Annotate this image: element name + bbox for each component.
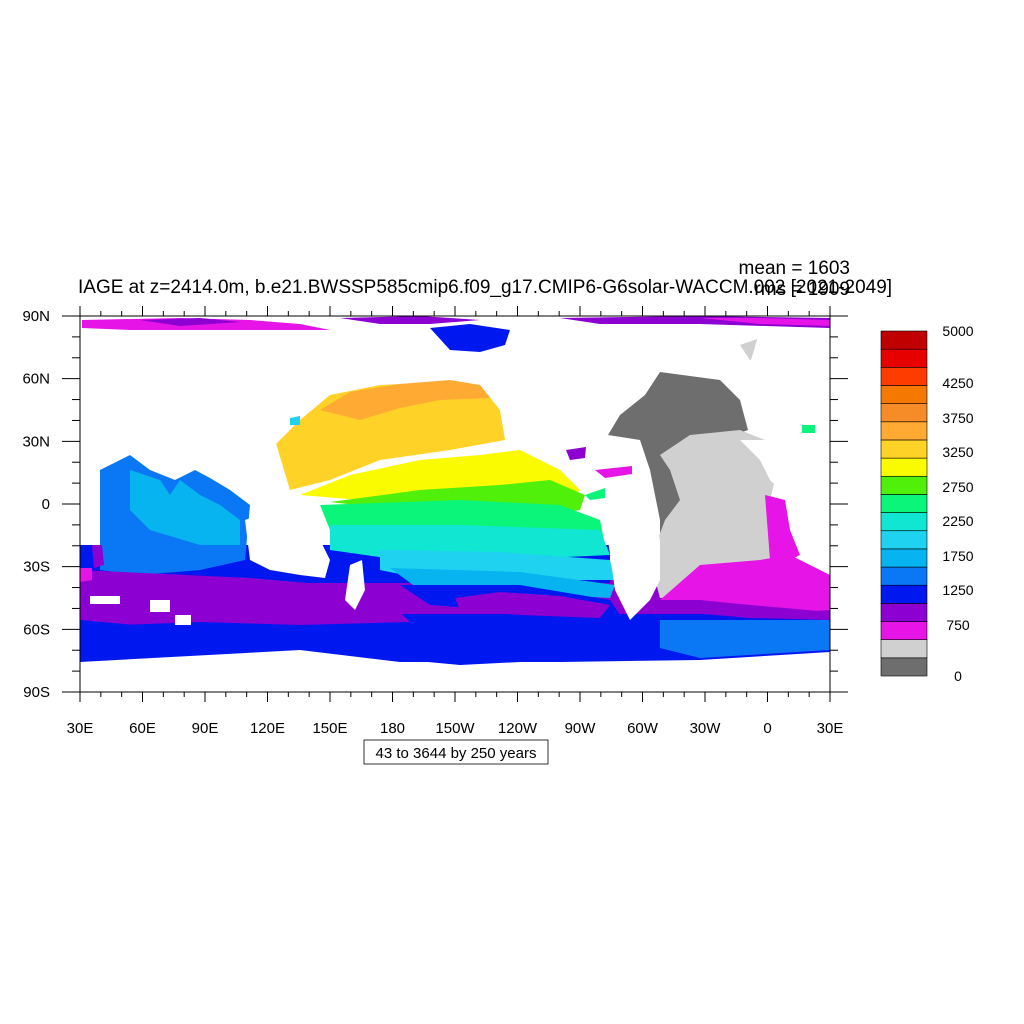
colorbar-label: 4250 <box>942 375 973 391</box>
colorbar-box <box>880 657 928 677</box>
contour-info-box <box>363 739 549 765</box>
plot-title: IAGE at z=2414.0m, b.e21.BWSSP585cmip6.f… <box>78 277 892 298</box>
colorbar-box <box>880 512 928 532</box>
colorbar-box <box>880 421 928 441</box>
island-purple-2 <box>80 568 92 582</box>
colorbar-label: 5000 <box>942 323 973 339</box>
atlantic-250 <box>650 430 780 598</box>
colorbar-label: 2250 <box>942 513 973 529</box>
land-australia <box>245 510 330 578</box>
y-tick-label: 60N <box>22 371 50 388</box>
colorbar-box <box>880 639 928 659</box>
atlantic-1250-south <box>660 620 830 658</box>
colorbar-label: 3250 <box>942 444 973 460</box>
x-tick-label: 150E <box>312 720 347 737</box>
colorbar-box <box>880 330 928 350</box>
colorbar-box <box>880 348 928 368</box>
island-cyan <box>290 416 300 425</box>
colorbar-box <box>880 457 928 477</box>
colorbar-label: 0 <box>954 668 962 684</box>
colorbar-label: 750 <box>946 617 970 633</box>
colorbar-label: 1250 <box>942 582 973 598</box>
y-tick-label: 60S <box>23 621 50 638</box>
x-tick-label: 180 <box>380 720 405 737</box>
stats-rms: rms = 1909 <box>754 279 850 300</box>
indian-ocean-1750 <box>130 470 240 545</box>
colorbar-box <box>880 385 928 404</box>
axis-ticks <box>62 306 848 702</box>
atlantic-750-south <box>650 600 830 620</box>
y-tick-label: 90N <box>22 308 50 325</box>
x-tick-label: 30E <box>67 720 94 737</box>
land-antarctic-patch-1 <box>90 596 120 604</box>
land-antarctica <box>80 650 830 692</box>
arctic-1250 <box>430 324 510 352</box>
arctic-750-b <box>340 316 480 324</box>
land-europe <box>745 330 830 440</box>
colorbar-box <box>880 475 928 495</box>
arctic-500-b <box>700 318 830 326</box>
x-tick-label: 150W <box>435 720 475 737</box>
stats-mean: mean = 1603 <box>739 258 850 279</box>
arctic-750 <box>140 318 240 326</box>
land-antarctic-patch-2 <box>150 600 170 612</box>
colorbar-box <box>880 367 928 386</box>
pacific-3750 <box>320 380 490 420</box>
colorbar-box <box>880 566 928 586</box>
atlantic-500-east <box>765 495 800 560</box>
colorbar-box <box>880 530 928 550</box>
land-new-zealand <box>345 560 365 610</box>
x-tick-label: 120W <box>498 720 538 737</box>
island-purple-3 <box>566 447 586 460</box>
colorbar-box <box>880 548 928 568</box>
map-field <box>80 316 830 692</box>
x-tick-label: 90E <box>192 720 219 737</box>
land-africa-west <box>740 440 830 560</box>
x-tick-label: 0 <box>763 720 771 737</box>
colorbar-box <box>880 584 928 604</box>
atlantic-500 <box>660 555 830 612</box>
y-tick-label: 0 <box>42 496 50 513</box>
y-tick-labels: 90N 60N 30N 0 30S 60S 90S <box>22 308 50 701</box>
colorbar-box <box>880 403 928 423</box>
x-tick-label: 60W <box>627 720 659 737</box>
island-green-2 <box>802 425 815 433</box>
colorbar-label: 2750 <box>942 479 973 495</box>
x-tick-label: 90W <box>565 720 597 737</box>
land-north-america <box>500 330 650 465</box>
colorbar-box <box>880 494 928 513</box>
colorbar-label: 3750 <box>942 410 973 426</box>
island-purple-1 <box>92 545 104 568</box>
colorbar-box <box>880 439 928 459</box>
x-tick-label: 30W <box>690 720 722 737</box>
contour-info: 43 to 3644 by 250 years <box>376 745 537 762</box>
colorbar-label: 1750 <box>942 548 973 564</box>
pacific-750-south <box>455 592 610 618</box>
x-tick-label: 30E <box>817 720 844 737</box>
x-tick-labels: 30E 60E 90E 120E 150E 180 150W 120W 90W 60W 30W 0 30… <box>67 720 844 737</box>
colorbar-labels: 5000 4250 3750 3250 2750 2250 1750 1250 750 0 <box>942 323 973 684</box>
land-antarctic-patch-3 <box>175 615 191 625</box>
y-tick-label: 90S <box>23 684 50 701</box>
y-tick-label: 30S <box>23 559 50 576</box>
island-green <box>585 488 605 500</box>
island-magenta <box>595 466 632 478</box>
x-tick-label: 120E <box>250 720 285 737</box>
colorbar <box>880 330 928 677</box>
southern-ocean-1250 <box>80 620 830 665</box>
land-south-america <box>605 460 660 620</box>
colorbar-box <box>880 603 928 622</box>
y-tick-label: 30N <box>22 433 50 450</box>
colorbar-box <box>880 621 928 640</box>
land-eurasia <box>80 330 360 470</box>
x-tick-label: 60E <box>129 720 156 737</box>
